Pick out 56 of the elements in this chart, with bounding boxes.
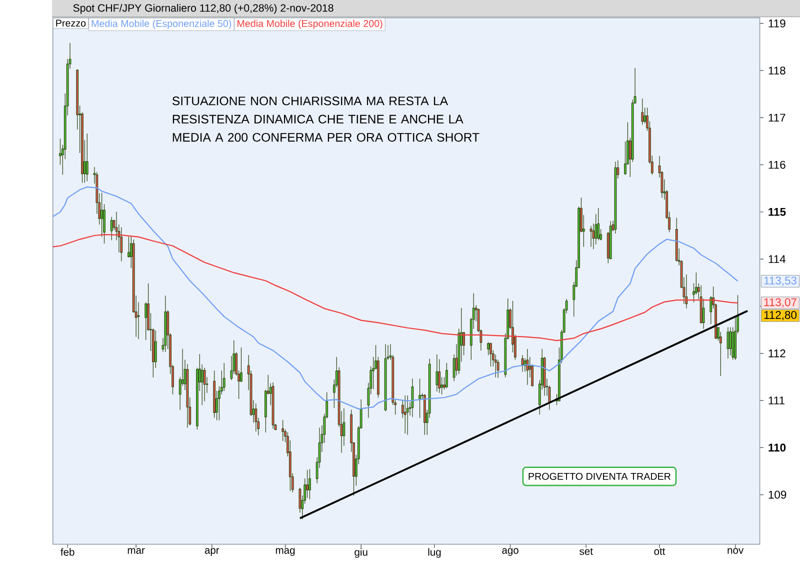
candlestick [490,342,492,367]
candlestick [423,394,426,436]
candlestick [164,296,167,352]
y-tick-label: 117 [768,114,786,122]
y-tick-label: 112 [768,349,786,358]
annotation: 112,80 [764,310,797,320]
candlestick [120,227,123,262]
text: Media Mobile (Esponenziale 200) [238,20,382,29]
y-tick-label: 114 [768,255,786,263]
y-tick-label: 109 [768,490,786,499]
y-tick-label: 116 [768,160,786,169]
candlestick [406,395,409,436]
candlestick [308,468,311,500]
annotation: 113,53 [764,276,796,286]
y-tick-label: 111 [768,396,784,404]
candlestick [521,354,524,372]
candlestick [675,218,678,262]
candlestick [282,420,284,442]
x-tick-label: mag [276,548,295,556]
y-tick-label: 110 [768,444,786,452]
candlestick [590,226,592,248]
candlestick [609,221,612,260]
annotation: 113,07 [764,298,796,308]
x-tick-label: giu [354,548,368,558]
candlestick [203,368,206,402]
x-tick-label: feb [60,548,74,556]
text: Prezzo [56,20,86,27]
candlestick [436,354,438,392]
candlestick [186,364,189,428]
x-tick-label: ago [502,548,518,556]
x-tick-label: lug [428,548,441,558]
candlestick [254,403,258,432]
x-tick-label: set [580,548,593,555]
candlestick [110,216,113,241]
candlestick [384,344,387,412]
annotation: PROGETTO DIVENTA TRADER [528,472,671,480]
candlestick [729,327,732,356]
candlestick [222,362,226,392]
text: Media Mobile (Esponenziale 50) [92,20,232,29]
candlestick [446,362,448,389]
line-series [52,186,738,410]
y-tick-label: 119 [768,19,786,28]
candlestick [86,133,88,182]
y-tick-label: 118 [768,66,786,75]
x-tick-label: mar [128,548,145,554]
candlestick [641,98,644,126]
x-tick-label: ott [654,548,666,555]
y-tick-label: 115 [768,208,786,216]
x-tick-label: nov [728,548,744,554]
x-tick-label: apr [204,548,220,556]
chart-title: Spot CHF/JPY Giornaliero 112,80 (+0,28%) 2-nov-2018 [73,4,334,14]
annotation: SITUAZIONE NON CHIARISSIMA MA RESTA LA RESISTENZA DINAMICA CHE TIENE E ANCHE LA MEDIA A 200 CONFERMA PER ORA OTTICA SHORT [172,96,480,142]
candlestick [597,208,600,241]
candlestick [726,327,730,359]
candlestick [213,370,216,418]
candlestick [411,378,414,418]
